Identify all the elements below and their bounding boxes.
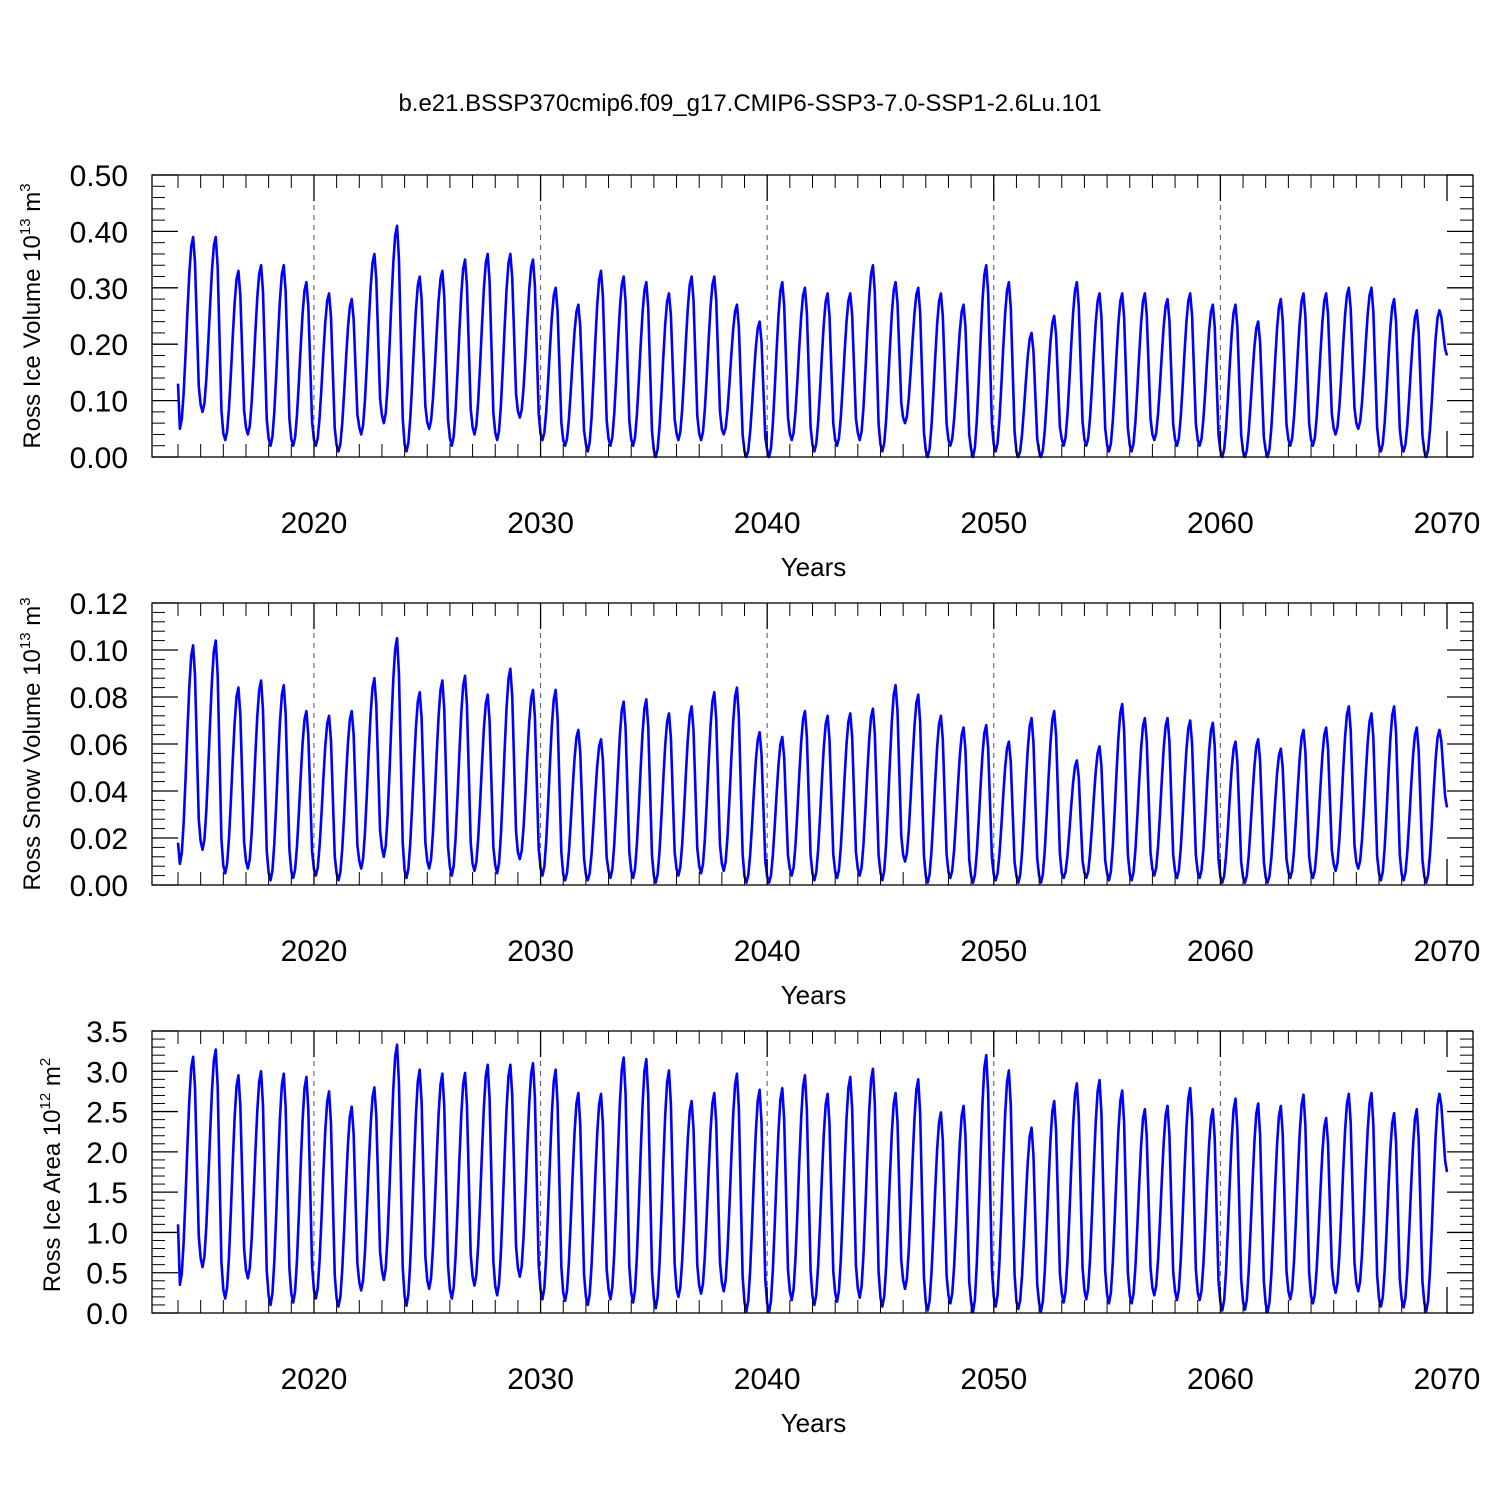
ytick-label: 0.08 — [70, 682, 128, 715]
ytick-label: 0.02 — [70, 823, 128, 856]
ytick-label: 2.0 — [86, 1137, 128, 1170]
xtick-label: 2060 — [1187, 507, 1254, 540]
xtick-label: 2030 — [507, 507, 574, 540]
panel-snow-volume: 0.00 0.02 0.04 0.06 0.08 0.10 0.12 2020 2030 2040… — [17, 588, 1480, 1010]
series-line — [176, 1043, 1449, 1314]
series-line — [176, 224, 1449, 459]
xtick-label: 2020 — [281, 935, 348, 968]
xtick-label: 2030 — [507, 1363, 574, 1396]
ytick-label: 0.5 — [86, 1258, 128, 1291]
ytick-label: 0.06 — [70, 729, 128, 762]
y-axis-label: Ross Ice Area 1012 m2 — [37, 1058, 66, 1292]
xtick-label: 2020 — [281, 1363, 348, 1396]
xtick-label: 2040 — [734, 1363, 801, 1396]
xtick-label: 2020 — [281, 507, 348, 540]
plot-frame — [151, 602, 1474, 886]
xtick-label: 2070 — [1414, 507, 1481, 540]
ytick-label: 0.10 — [70, 635, 128, 668]
xtick-label: 2050 — [960, 935, 1027, 968]
ytick-label: 0.50 — [70, 160, 128, 193]
xtick-label: 2050 — [960, 1363, 1027, 1396]
x-axis-label: Years — [781, 980, 847, 1010]
ytick-label: 3.0 — [86, 1056, 128, 1089]
xtick-label: 2040 — [734, 507, 801, 540]
ytick-label: 0.20 — [70, 329, 128, 362]
xtick-label: 2070 — [1414, 935, 1481, 968]
y-axis-label: Ross Ice Volume 1013 m3 — [17, 183, 46, 448]
xtick-label: 2030 — [507, 935, 574, 968]
ytick-label: 0.00 — [70, 870, 128, 903]
ytick-label: 0.0 — [86, 1298, 128, 1331]
ytick-label: 1.0 — [86, 1217, 128, 1250]
xtick-label: 2070 — [1414, 1363, 1481, 1396]
xtick-label: 2060 — [1187, 1363, 1254, 1396]
figure-title: b.e21.BSSP370cmip6.f09_g17.CMIP6-SSP3-7.… — [398, 90, 1101, 117]
xtick-label: 2060 — [1187, 935, 1254, 968]
ytick-label: 0.10 — [70, 386, 128, 419]
x-axis-label: Years — [781, 552, 847, 582]
ytick-label: 0.00 — [70, 442, 128, 475]
panel-ice-volume: 0.00 0.10 0.20 0.30 0.40 0.50 2020 2030 2040 2050… — [17, 160, 1480, 582]
ytick-label: 1.5 — [86, 1177, 128, 1210]
ytick-label: 3.5 — [86, 1016, 128, 1049]
ytick-label: 0.30 — [70, 273, 128, 306]
x-axis-label: Years — [781, 1408, 847, 1438]
ytick-label: 0.40 — [70, 216, 128, 249]
ytick-label: 0.04 — [70, 776, 128, 809]
ytick-label: 0.12 — [70, 588, 128, 621]
ytick-label: 2.5 — [86, 1097, 128, 1130]
y-axis-label: Ross Snow Volume 1013 m3 — [17, 597, 46, 890]
series-line — [176, 636, 1449, 884]
xtick-label: 2050 — [960, 507, 1027, 540]
xtick-label: 2040 — [734, 935, 801, 968]
panel-ice-area: 0.0 0.5 1.0 1.5 2.0 2.5 3.0 3.5 2020 2030 2040 2050… — [37, 1016, 1480, 1438]
